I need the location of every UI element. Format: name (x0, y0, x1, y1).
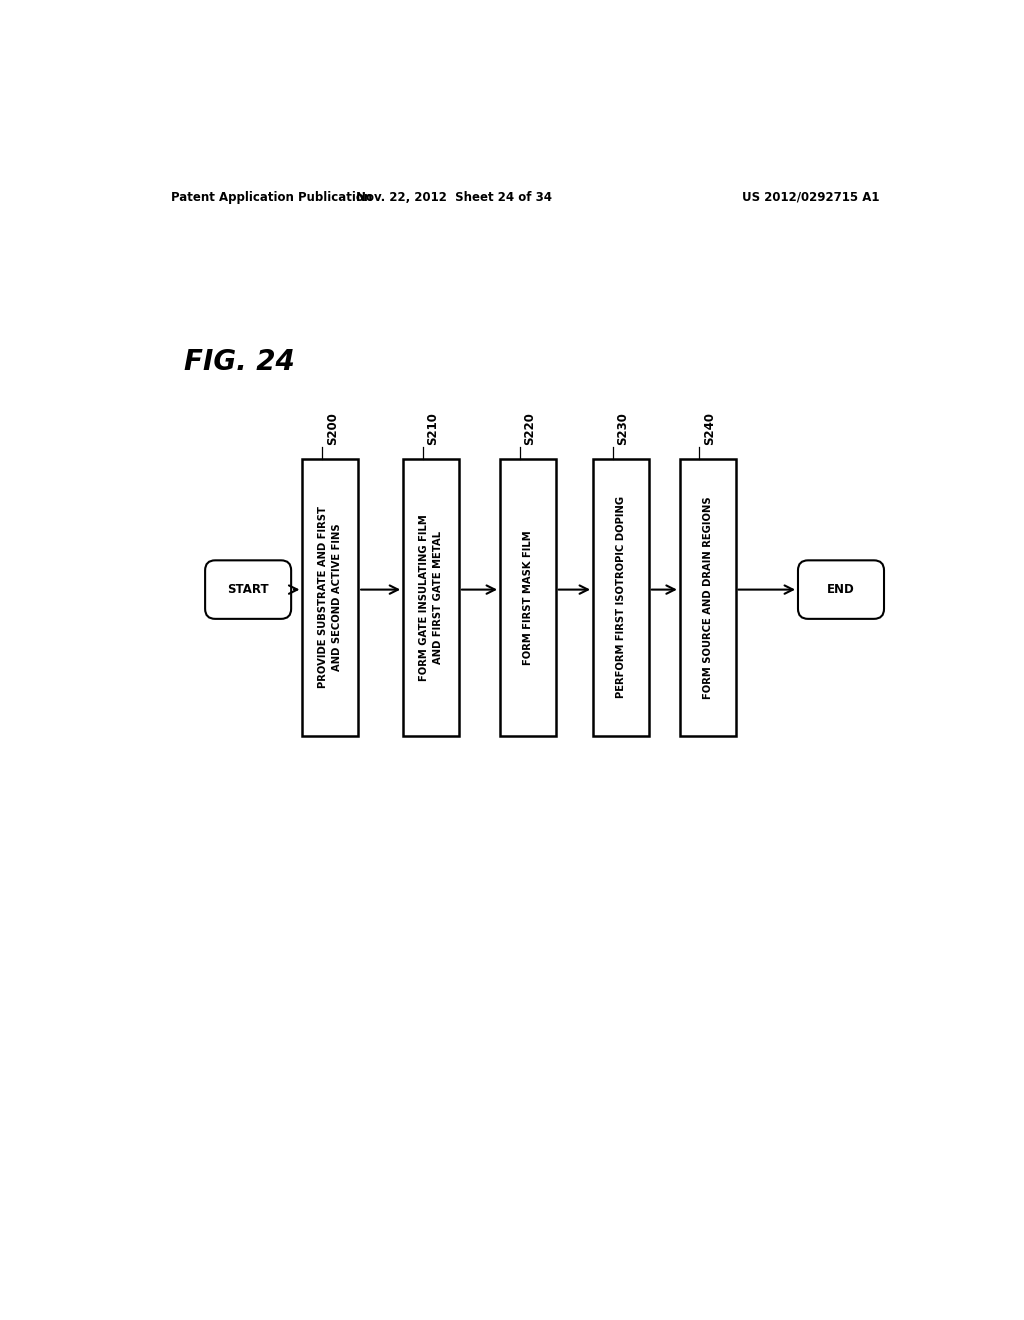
Bar (680, 459, 735, 737)
FancyBboxPatch shape (205, 561, 291, 619)
Text: FIG. 24: FIG. 24 (183, 348, 295, 376)
Bar (403, 459, 459, 737)
Text: S210: S210 (427, 412, 439, 445)
FancyBboxPatch shape (798, 561, 884, 619)
Text: PROVIDE SUBSTRATE AND FIRST
AND SECOND ACTIVE FINS: PROVIDE SUBSTRATE AND FIRST AND SECOND A… (318, 507, 342, 688)
Text: FORM GATE INSULATING FILM
AND FIRST GATE METAL: FORM GATE INSULATING FILM AND FIRST GATE… (419, 513, 443, 681)
Text: S230: S230 (616, 412, 630, 445)
Text: S200: S200 (326, 412, 339, 445)
Text: PERFORM FIRST ISOTROPIC DOPING: PERFORM FIRST ISOTROPIC DOPING (615, 496, 626, 698)
Text: S220: S220 (523, 412, 537, 445)
Text: END: END (827, 583, 855, 597)
Text: US 2012/0292715 A1: US 2012/0292715 A1 (742, 191, 880, 203)
Text: S240: S240 (703, 412, 716, 445)
Bar (302, 459, 358, 737)
Bar (500, 459, 556, 737)
Text: FORM SOURCE AND DRAIN REGIONS: FORM SOURCE AND DRAIN REGIONS (702, 496, 713, 698)
Bar (593, 459, 649, 737)
Text: START: START (227, 583, 269, 597)
Text: Patent Application Publication: Patent Application Publication (171, 191, 372, 203)
Text: FORM FIRST MASK FILM: FORM FIRST MASK FILM (523, 531, 532, 664)
Text: Nov. 22, 2012  Sheet 24 of 34: Nov. 22, 2012 Sheet 24 of 34 (355, 191, 552, 203)
